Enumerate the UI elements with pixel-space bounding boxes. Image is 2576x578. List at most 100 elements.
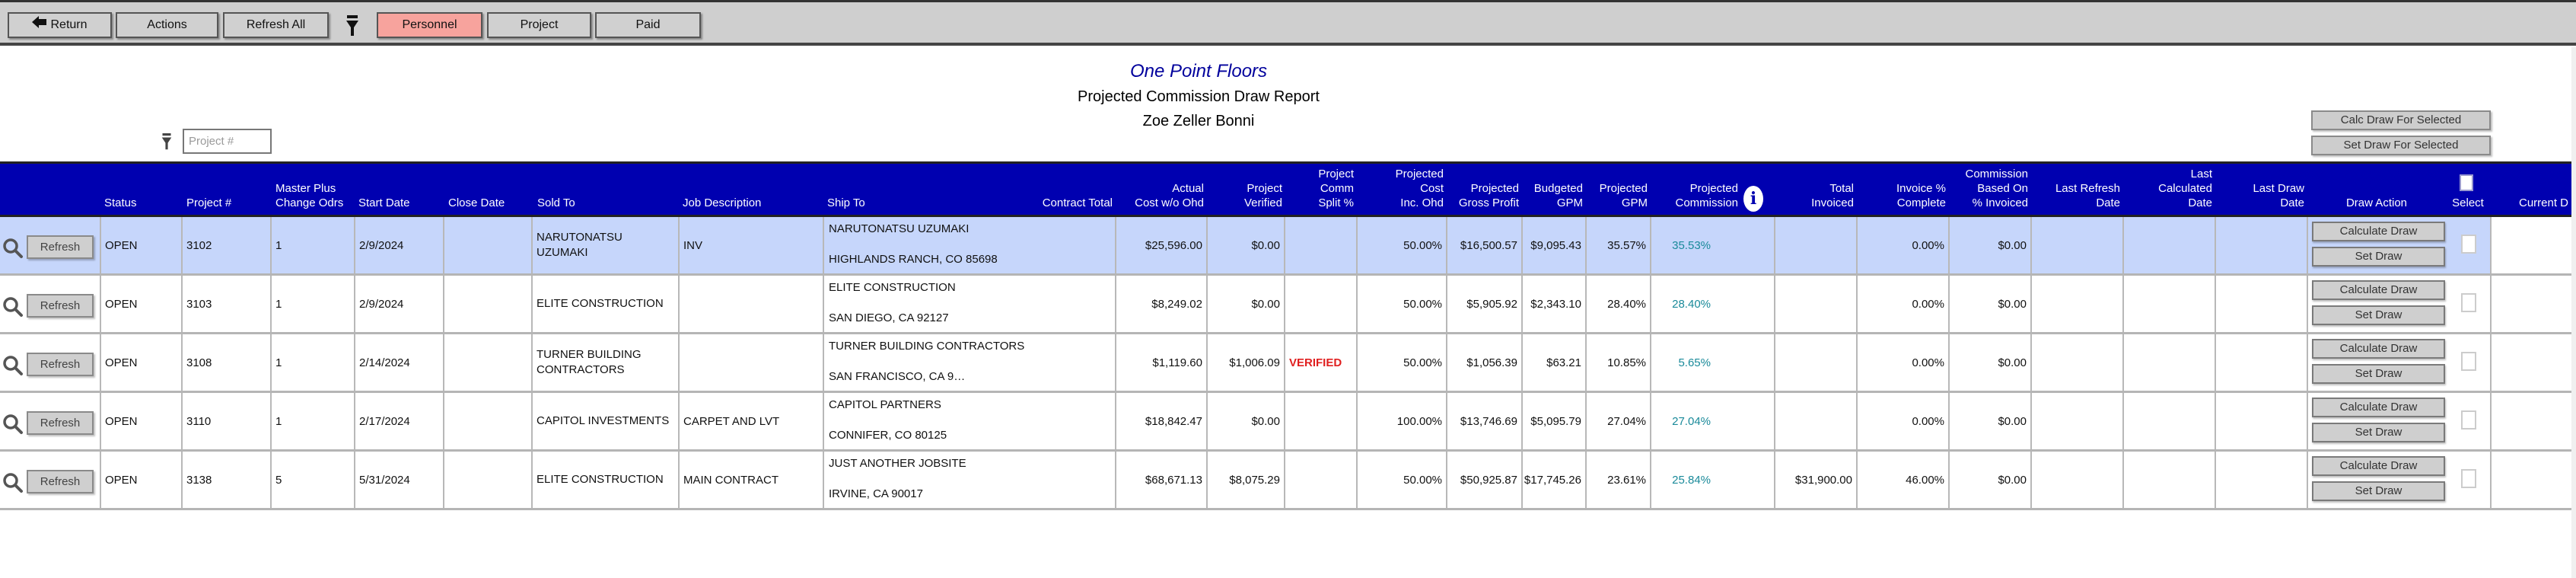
col-comm-split: Project Comm Split % xyxy=(1318,168,1354,209)
project-verified-cell: VERIFIED xyxy=(1285,334,1358,391)
row-refresh-button[interactable]: Refresh xyxy=(27,294,94,318)
set-draw-button[interactable]: Set Draw xyxy=(2312,481,2445,501)
col-status: Status xyxy=(104,196,137,209)
last-refresh-cell xyxy=(2032,393,2124,449)
search-icon[interactable] xyxy=(2,238,24,262)
total-invoiced-cell xyxy=(1775,217,1858,273)
commission-invoiced-cell: $0.00 xyxy=(1950,452,2032,508)
search-icon[interactable] xyxy=(2,414,24,438)
set-draw-button[interactable]: Set Draw xyxy=(2312,423,2445,442)
row-select-checkbox[interactable] xyxy=(2461,352,2476,371)
row-actions-cell: Refresh xyxy=(0,276,101,332)
comm-split-cell: 50.00% xyxy=(1358,276,1447,332)
contract-total-cell: $68,671.13 xyxy=(1116,452,1208,508)
project-number-cell: 3108 xyxy=(183,334,272,391)
table-row: Refresh OPEN 3138 5 5/31/2024 ELITE CONS… xyxy=(0,452,2576,510)
calculate-draw-button[interactable]: Calculate Draw xyxy=(2312,456,2445,476)
row-select-checkbox[interactable] xyxy=(2461,293,2476,312)
total-invoiced-cell xyxy=(1775,393,1858,449)
job-description-cell: MAIN CONTRACT xyxy=(680,452,824,508)
table-row: Refresh OPEN 3102 1 2/9/2024 NARUTONATSU… xyxy=(0,217,2576,276)
job-description-cell xyxy=(680,276,824,332)
return-button[interactable]: Return xyxy=(8,12,112,38)
calculate-draw-button[interactable]: Calculate Draw xyxy=(2312,339,2445,359)
project-number-cell: 3110 xyxy=(183,393,272,449)
tab-project[interactable]: Project xyxy=(487,12,591,38)
ship-to-name: NARUTONATSU UZUMAKI xyxy=(829,222,970,235)
commission-invoiced-cell: $0.00 xyxy=(1950,217,2032,273)
ship-to-name: TURNER BUILDING CONTRACTORS xyxy=(829,340,1025,353)
ship-to-address: SAN FRANCISCO, CA 9… xyxy=(829,370,966,383)
col-job-description: Job Description xyxy=(683,196,762,209)
tab-paid[interactable]: Paid xyxy=(595,12,701,38)
comm-split-cell: 100.00% xyxy=(1358,393,1447,449)
total-invoiced-cell: $31,900.00 xyxy=(1775,452,1858,508)
ship-to-name: ELITE CONSTRUCTION xyxy=(829,281,956,294)
last-refresh-cell xyxy=(2032,276,2124,332)
calc-draw-for-selected-button[interactable]: Calc Draw For Selected xyxy=(2311,110,2491,130)
calculate-draw-button[interactable]: Calculate Draw xyxy=(2312,280,2445,300)
commission-invoiced-cell: $0.00 xyxy=(1950,334,2032,391)
close-date-cell xyxy=(444,393,533,449)
table-header: Status Project # Master Plus Change Odrs … xyxy=(0,161,2576,217)
job-description-cell: CARPET AND LVT xyxy=(680,393,824,449)
start-date-cell: 2/9/2024 xyxy=(355,276,444,332)
actual-cost-cell: $1,006.09 xyxy=(1208,334,1285,391)
col-project-number: Project # xyxy=(186,196,232,209)
info-icon[interactable]: i xyxy=(1743,186,1763,212)
project-verified-cell xyxy=(1285,393,1358,449)
change-odrs-cell: 1 xyxy=(272,276,355,332)
row-refresh-button[interactable]: Refresh xyxy=(27,235,94,259)
start-date-cell: 5/31/2024 xyxy=(355,452,444,508)
search-icon[interactable] xyxy=(2,355,24,379)
set-draw-button[interactable]: Set Draw xyxy=(2312,364,2445,384)
col-projected-commission: Projected Commission xyxy=(1675,182,1738,209)
set-draw-button[interactable]: Set Draw xyxy=(2312,305,2445,325)
col-start-date: Start Date xyxy=(358,196,410,209)
set-draw-button[interactable]: Set Draw xyxy=(2312,247,2445,267)
actions-button[interactable]: Actions xyxy=(116,12,218,38)
refresh-all-button[interactable]: Refresh All xyxy=(223,12,329,38)
row-select-checkbox[interactable] xyxy=(2461,469,2476,488)
calculate-draw-button[interactable]: Calculate Draw xyxy=(2312,398,2445,417)
vertical-scrollbar[interactable] xyxy=(2571,47,2576,578)
row-refresh-button[interactable]: Refresh xyxy=(27,470,94,493)
filter-icon[interactable] xyxy=(346,15,358,37)
last-draw-cell xyxy=(2216,452,2308,508)
table-row: Refresh OPEN 3108 1 2/14/2024 TURNER BUI… xyxy=(0,334,2576,393)
table-row: Refresh OPEN 3103 1 2/9/2024 ELITE CONST… xyxy=(0,276,2576,334)
change-odrs-cell: 1 xyxy=(272,393,355,449)
select-all-checkbox[interactable] xyxy=(2460,174,2473,191)
start-date-cell: 2/9/2024 xyxy=(355,217,444,273)
set-draw-for-selected-button[interactable]: Set Draw For Selected xyxy=(2311,136,2491,155)
tab-personnel[interactable]: Personnel xyxy=(377,12,482,38)
row-actions-cell: Refresh xyxy=(0,334,101,391)
row-select-checkbox[interactable] xyxy=(2461,235,2476,254)
last-calculated-cell xyxy=(2124,334,2216,391)
draw-action-cell xyxy=(2308,334,2492,391)
row-select-checkbox[interactable] xyxy=(2461,410,2476,430)
start-date-cell: 2/17/2024 xyxy=(355,393,444,449)
ship-to-name: JUST ANOTHER JOBSITE xyxy=(829,457,966,470)
search-icon[interactable] xyxy=(2,472,24,497)
sold-to-cell: ELITE CONSTRUCTION xyxy=(533,452,680,508)
col-last-calculated: Last Calculated Date xyxy=(2158,168,2212,209)
col-budgeted-gpm: Budgeted GPM xyxy=(1533,182,1583,209)
ship-to-address: CONNIFER, CO 80125 xyxy=(829,429,947,442)
change-odrs-cell: 5 xyxy=(272,452,355,508)
projected-cost-cell: $50,925.87 xyxy=(1447,452,1523,508)
project-verified-cell xyxy=(1285,276,1358,332)
draw-action-cell xyxy=(2308,217,2492,273)
total-invoiced-cell xyxy=(1775,276,1858,332)
row-refresh-button[interactable]: Refresh xyxy=(27,411,94,435)
toolbar: Return Actions Refresh All Personnel Pro… xyxy=(0,0,2576,46)
search-icon[interactable] xyxy=(2,296,24,321)
calculate-draw-button[interactable]: Calculate Draw xyxy=(2312,222,2445,241)
project-number-input[interactable] xyxy=(183,129,272,154)
company-name: One Point Floors xyxy=(1129,61,1268,81)
projected-cost-cell: $16,500.57 xyxy=(1447,217,1523,273)
row-refresh-button[interactable]: Refresh xyxy=(27,353,94,376)
projected-gpm-cell: 25.84% xyxy=(1651,452,1775,508)
draw-action-cell xyxy=(2308,452,2492,508)
budgeted-gpm-cell: 35.57% xyxy=(1587,217,1651,273)
